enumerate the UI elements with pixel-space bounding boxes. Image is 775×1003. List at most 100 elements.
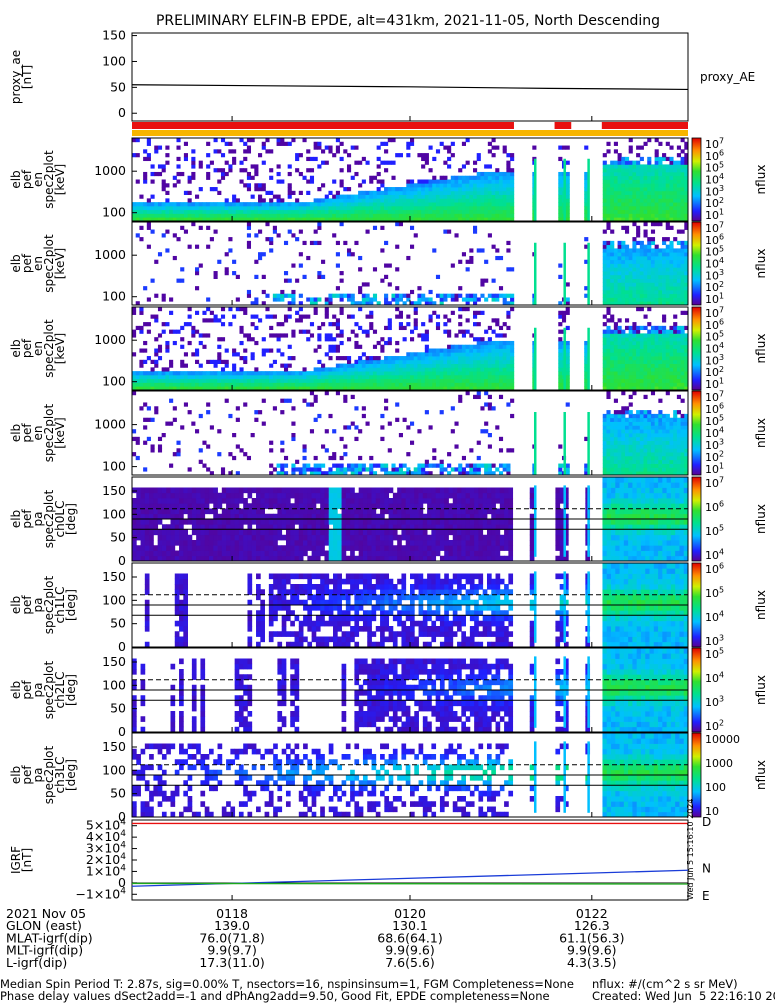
heatmap-cell	[451, 297, 455, 301]
heatmap-cell	[681, 183, 685, 187]
heatmap-cell	[273, 230, 277, 234]
heatmap-cell	[154, 379, 158, 383]
heatmap-cell	[149, 503, 154, 509]
heatmap-cell	[291, 138, 295, 142]
heatmap-cell	[199, 187, 203, 191]
heatmap-cell	[169, 213, 173, 217]
heatmap-cell	[647, 341, 651, 345]
heatmap-cell	[606, 356, 610, 360]
heatmap-cell	[447, 345, 451, 349]
heatmap-cell	[170, 488, 175, 494]
heatmap-cell	[436, 326, 440, 330]
heatmap-cell	[354, 382, 358, 386]
heatmap-cell	[606, 172, 610, 176]
heatmap-cell	[369, 322, 373, 326]
heatmap-cell	[366, 422, 370, 426]
heatmap-cell	[369, 315, 373, 319]
heatmap-cell	[558, 464, 562, 468]
heatmap-cell	[195, 352, 199, 356]
heatmap-cell	[166, 488, 171, 494]
heatmap-cell	[269, 241, 273, 245]
heatmap-cell	[284, 241, 288, 245]
heatmap-cell	[466, 382, 470, 386]
heatmap-cell	[492, 364, 496, 368]
heatmap-cell	[666, 286, 670, 290]
heatmap-cell	[143, 418, 147, 422]
heatmap-cell	[232, 210, 236, 214]
heatmap-cell	[618, 371, 622, 375]
heatmap-cell	[192, 509, 197, 515]
heatmap-cell	[310, 379, 314, 383]
heatmap-cell	[162, 551, 167, 557]
heatmap-cell	[440, 382, 444, 386]
heatmap-cell	[636, 275, 640, 279]
heatmap-cell	[154, 210, 158, 214]
heatmap-cell	[566, 307, 570, 311]
heatmap-cell	[655, 149, 659, 153]
heatmap-cell	[647, 410, 651, 414]
heatmap-cell	[629, 202, 633, 206]
heatmap-cell	[503, 191, 507, 195]
heatmap-cell	[673, 330, 677, 334]
heatmap-cell	[436, 371, 440, 375]
heatmap-cell	[606, 391, 610, 395]
heatmap-cell	[310, 157, 314, 161]
heatmap-cell	[606, 360, 610, 364]
heatmap-cell	[632, 161, 636, 165]
heatmap-cell	[273, 360, 277, 364]
heatmap-cell	[199, 226, 203, 230]
heatmap-cell	[621, 333, 625, 337]
heatmap-cell	[669, 429, 673, 433]
heatmap-cell	[440, 371, 444, 375]
heatmap-cell	[662, 172, 666, 176]
heatmap-cell	[143, 172, 147, 176]
heatmap-cell	[251, 164, 255, 168]
heatmap-cell	[506, 176, 510, 180]
heatmap-cell	[469, 206, 473, 210]
heatmap-cell	[343, 241, 347, 245]
heatmap-cell	[566, 206, 570, 210]
heatmap-cell	[651, 452, 655, 456]
heatmap-cell	[429, 180, 433, 184]
heatmap-cell	[403, 360, 407, 364]
heatmap-cell	[647, 168, 651, 172]
heatmap-cell	[647, 433, 651, 437]
heatmap-cell	[629, 410, 633, 414]
heatmap-cell	[239, 210, 243, 214]
heatmap-cell	[662, 460, 666, 464]
heatmap-cell	[673, 448, 677, 452]
heatmap-cell	[149, 488, 154, 494]
heatmap-cell	[658, 433, 662, 437]
heatmap-cell	[462, 356, 466, 360]
heatmap-cell	[651, 195, 655, 199]
heatmap-cell	[280, 364, 284, 368]
heatmap-cell	[432, 371, 436, 375]
heatmap-cell	[636, 282, 640, 286]
heatmap-cell	[399, 322, 403, 326]
heatmap-cell	[141, 503, 146, 509]
heatmap-cell	[228, 142, 232, 146]
heatmap-cell	[169, 371, 173, 375]
heatmap-cell	[184, 213, 188, 217]
heatmap-cell	[558, 315, 562, 319]
heatmap-cell	[566, 183, 570, 187]
heatmap-cell	[447, 206, 451, 210]
heatmap-cell	[173, 330, 177, 334]
heatmap-cell	[495, 345, 499, 349]
heatmap-cell	[669, 252, 673, 256]
heatmap-cell	[629, 464, 633, 468]
heatmap-cell	[153, 493, 158, 499]
heatmap-cell	[145, 551, 150, 557]
heatmap-cell	[291, 294, 295, 298]
heatmap-cell	[217, 352, 221, 356]
heatmap-cell	[640, 337, 644, 341]
heatmap-cell	[603, 282, 607, 286]
heatmap-cell	[506, 349, 510, 353]
heatmap-cell	[180, 337, 184, 341]
heatmap-cell	[534, 159, 537, 221]
heatmap-cell	[417, 333, 421, 337]
heatmap-cell	[440, 367, 444, 371]
heatmap-cell	[225, 379, 229, 383]
heatmap-cell	[195, 349, 199, 353]
heatmap-cell	[188, 540, 193, 546]
